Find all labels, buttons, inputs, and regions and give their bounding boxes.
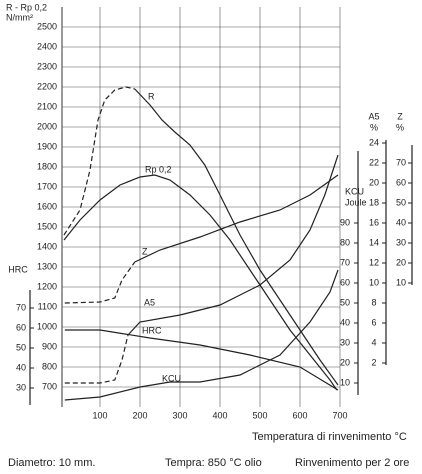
y-tick-label: 1900 [37, 141, 57, 151]
series-line [64, 329, 339, 391]
kcu-tick-label: 20 [340, 357, 350, 367]
y-axis-unit: N/mm² [6, 12, 33, 22]
series-line [63, 174, 338, 391]
z-tick-label: 50 [396, 197, 406, 207]
series-line [63, 86, 135, 236]
kcu-tick-label: 90 [340, 217, 350, 227]
kcu-tick-label: 60 [340, 277, 350, 287]
y-tick-label: 1800 [37, 161, 57, 171]
y-tick-label: 700 [42, 381, 57, 391]
a5-tick-label: 2 [371, 357, 376, 367]
y-tick-label: 2300 [37, 61, 57, 71]
kcu-axis-title: KCU [345, 186, 364, 196]
x-tick-label: 300 [172, 410, 187, 420]
y-tick-label: 2500 [37, 21, 57, 31]
y-tick-label: 1100 [38, 301, 57, 311]
a5-tick-label: 24 [369, 137, 379, 147]
note: Tempra: 850 °C olio [165, 457, 262, 469]
a5-tick-label: 20 [369, 177, 379, 187]
y-tick-label: 1300 [37, 261, 57, 271]
z-tick-label: 10 [396, 277, 406, 287]
series-label: KCU [162, 373, 181, 383]
a5-tick-label: 4 [371, 337, 376, 347]
y-tick-label: 1400 [37, 241, 57, 251]
z-tick-label: 70 [396, 157, 406, 167]
series-label: Rp 0,2 [145, 164, 172, 174]
a5-tick-label: 10 [369, 277, 379, 287]
hrc-tick-label: 70 [16, 302, 26, 312]
x-tick-label: 700 [332, 410, 347, 420]
y-tick-label: 1500 [37, 221, 57, 231]
kcu-tick-label: 50 [340, 297, 350, 307]
y-tick-label: 1000 [37, 321, 57, 331]
y-tick-label: 2000 [37, 121, 57, 131]
hrc-axis-title: HRC [8, 264, 28, 274]
series-line [127, 154, 339, 336]
a5-tick-label: 12 [369, 257, 379, 267]
series-label: Z [142, 246, 148, 256]
z-axis-unit: % [396, 122, 404, 132]
kcu-tick-label: 40 [340, 317, 350, 327]
series-label: A5 [144, 297, 155, 307]
x-tick-label: 400 [212, 410, 227, 420]
hrc-tick-label: 30 [16, 382, 26, 392]
z-tick-label: 60 [396, 177, 406, 187]
z-axis-title: Z [397, 111, 403, 121]
y-tick-label: 2200 [37, 81, 57, 91]
y-axis-title: R - Rp 0,2 [6, 2, 47, 12]
series-label: HRC [142, 325, 162, 335]
a5-tick-label: 6 [371, 317, 376, 327]
x-tick-label: 500 [252, 410, 267, 420]
a5-tick-label: 18 [369, 197, 379, 207]
y-tick-label: 800 [42, 361, 57, 371]
a5-tick-label: 14 [369, 237, 379, 247]
x-axis-title: Temperatura di rinvenimento °C [252, 431, 407, 443]
kcu-tick-label: 70 [340, 257, 350, 267]
z-tick-label: 20 [396, 257, 406, 267]
y-tick-label: 900 [42, 341, 57, 351]
y-tick-label: 2400 [37, 41, 57, 51]
y-tick-label: 1700 [37, 181, 57, 191]
a5-axis-unit: % [370, 122, 378, 132]
y-tick-label: 1200 [37, 281, 57, 291]
x-tick-label: 100 [92, 410, 107, 420]
hrc-tick-label: 40 [16, 362, 26, 372]
kcu-tick-label: 80 [340, 237, 350, 247]
series-line [134, 174, 339, 263]
series-line [134, 88, 339, 386]
a5-tick-label: 8 [371, 297, 376, 307]
series-label: R [148, 91, 155, 101]
y-tick-label: 1600 [37, 201, 57, 211]
series-line [64, 334, 129, 384]
y-tick-label: 2100 [37, 101, 57, 111]
a5-tick-label: 16 [369, 217, 379, 227]
z-tick-label: 40 [396, 217, 406, 227]
hrc-tick-label: 60 [16, 322, 26, 332]
note: Diametro: 10 mm. [8, 457, 95, 469]
a5-tick-label: 22 [369, 157, 379, 167]
a5-axis-title: A5 [368, 111, 379, 121]
kcu-tick-label: 10 [340, 377, 350, 387]
x-tick-label: 600 [292, 410, 307, 420]
series-line [64, 269, 339, 401]
series-line [64, 261, 136, 304]
x-tick-label: 200 [132, 410, 147, 420]
hrc-tick-label: 50 [16, 342, 26, 352]
kcu-axis-unit: Joule [345, 197, 367, 207]
note: Rinvenimento per 2 ore [295, 457, 409, 469]
z-tick-label: 30 [396, 237, 406, 247]
kcu-tick-label: 30 [340, 337, 350, 347]
